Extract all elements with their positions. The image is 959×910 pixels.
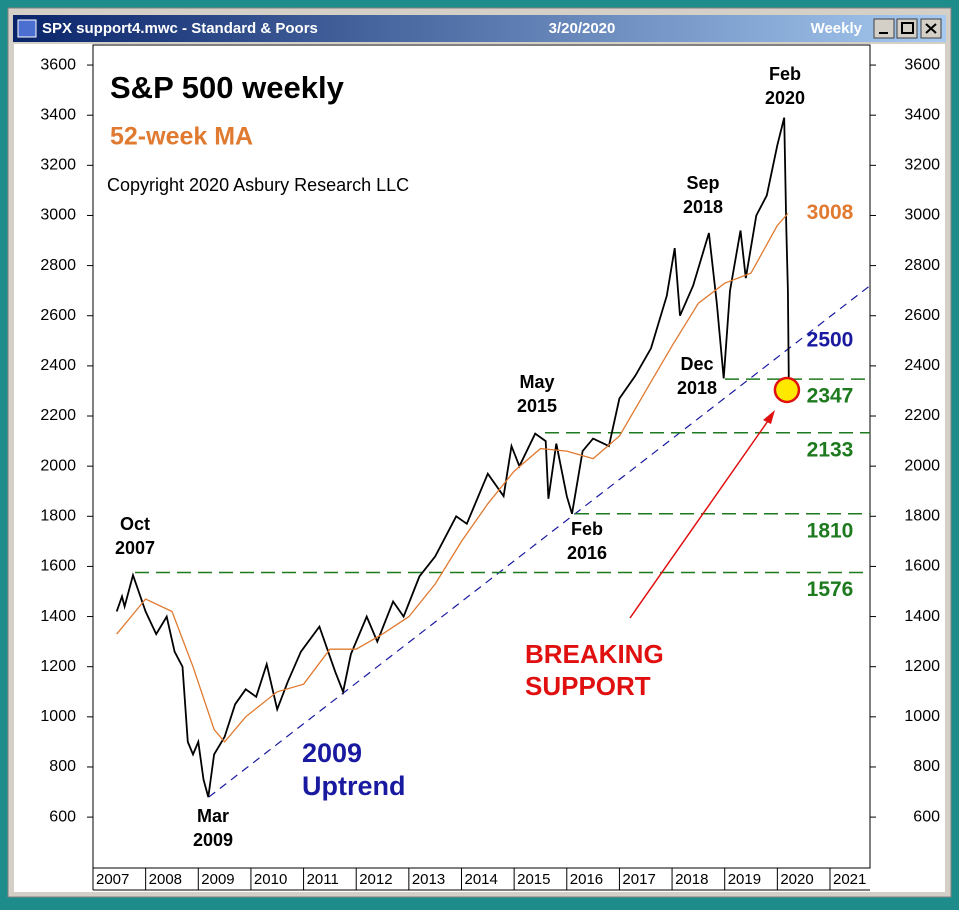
arrow — [629, 417, 771, 619]
x-tick-label: 2016 — [570, 871, 603, 888]
support-label: 2133 — [807, 438, 854, 461]
support-label: 1576 — [807, 578, 854, 601]
y-tick-label: 3000 — [904, 207, 940, 224]
x-tick-label: 2013 — [412, 871, 445, 888]
window-date: 3/20/2020 — [549, 20, 616, 37]
annotation: 2015 — [517, 396, 557, 416]
x-tick-label: 2007 — [96, 871, 129, 888]
level-label: 2500 — [807, 328, 854, 351]
x-tick-label: 2019 — [728, 871, 761, 888]
y-tick-label: 800 — [49, 758, 76, 775]
annotation: 2018 — [677, 378, 717, 398]
annotation: Uptrend — [302, 771, 406, 801]
window-buttons[interactable] — [873, 18, 942, 39]
x-tick-label: 2011 — [307, 871, 339, 888]
support-label: 1810 — [807, 519, 854, 542]
annotation: 2016 — [567, 543, 607, 563]
x-tick-label: 2018 — [675, 871, 708, 888]
x-tick-label: 2017 — [622, 871, 655, 888]
y-tick-label: 1800 — [904, 508, 940, 525]
y-tick-label: 3600 — [40, 56, 76, 73]
y-tick-label: 1400 — [904, 608, 940, 625]
x-tick-label: 2009 — [201, 871, 234, 888]
annotation: 2007 — [115, 538, 155, 558]
y-tick-label: 3600 — [904, 56, 940, 73]
copyright: Copyright 2020 Asbury Research LLC — [107, 175, 409, 195]
y-tick-label: 3200 — [40, 157, 76, 174]
y-tick-label: 1600 — [904, 558, 940, 575]
y-tick-label: 1400 — [40, 608, 76, 625]
y-tick-label: 600 — [913, 808, 940, 825]
y-tick-label: 2000 — [40, 457, 76, 474]
y-tick-label: 1200 — [904, 658, 940, 675]
window-title: SPX support4.mwc - Standard & Poors — [42, 20, 318, 37]
close-icon — [925, 23, 937, 34]
legend-entry: 52-week MA — [110, 123, 253, 151]
x-tick-label: 2008 — [149, 871, 182, 888]
y-tick-label: 3000 — [40, 207, 76, 224]
title-bar — [13, 15, 946, 42]
price-line — [115, 117, 790, 798]
y-tick-label: 2600 — [40, 307, 76, 324]
y-tick-label: 600 — [49, 808, 76, 825]
y-tick-label: 2200 — [904, 407, 940, 424]
y-tick-label: 800 — [913, 758, 940, 775]
y-tick-label: 2800 — [40, 257, 76, 274]
annotation: May — [519, 372, 554, 392]
annotation: SUPPORT — [525, 671, 651, 701]
annotation: BREAKING — [525, 639, 664, 669]
window-period: Weekly — [811, 20, 863, 37]
y-tick-label: 2200 — [40, 407, 76, 424]
y-tick-label: 3200 — [904, 157, 940, 174]
annotation: Mar — [197, 806, 229, 826]
y-tick-label: 2000 — [904, 457, 940, 474]
annotation: Dec — [680, 354, 713, 374]
highlight — [773, 376, 801, 404]
x-tick-label: 2020 — [780, 871, 813, 888]
x-tick-label: 2021 — [833, 871, 866, 888]
ma-line — [116, 213, 789, 743]
y-tick-label: 1000 — [904, 708, 940, 725]
y-tick-label: 3400 — [904, 106, 940, 123]
annotation: 2009 — [302, 738, 362, 768]
x-tick-label: 2014 — [464, 871, 497, 888]
support-label: 2347 — [807, 385, 854, 408]
app-icon — [17, 19, 37, 38]
plot-frame — [92, 44, 871, 869]
y-tick-label: 3400 — [40, 106, 76, 123]
arrow-head — [763, 410, 775, 424]
level-label: 3008 — [807, 201, 854, 224]
minimize-button[interactable] — [873, 18, 895, 39]
y-tick-label: 1000 — [40, 708, 76, 725]
y-tick-label: 2400 — [904, 357, 940, 374]
annotation: Sep — [686, 173, 719, 193]
annotation: Oct — [120, 514, 150, 534]
x-tick-label: 2010 — [254, 871, 287, 888]
annotation: 2018 — [683, 197, 723, 217]
annotation: 2009 — [193, 830, 233, 850]
y-tick-label: 2600 — [904, 307, 940, 324]
annotation: Feb — [769, 64, 801, 84]
x-tick-label: 2015 — [517, 871, 550, 888]
chart-title: S&P 500 weekly — [110, 70, 345, 105]
maximize-icon — [901, 22, 914, 34]
annotation: Feb — [571, 519, 603, 539]
y-tick-label: 1800 — [40, 508, 76, 525]
y-tick-label: 2800 — [904, 257, 940, 274]
y-tick-label: 1200 — [40, 658, 76, 675]
annotation: 2020 — [765, 88, 805, 108]
y-tick-label: 1600 — [40, 558, 76, 575]
x-tick-label: 2012 — [359, 871, 392, 888]
y-tick-label: 2400 — [40, 357, 76, 374]
